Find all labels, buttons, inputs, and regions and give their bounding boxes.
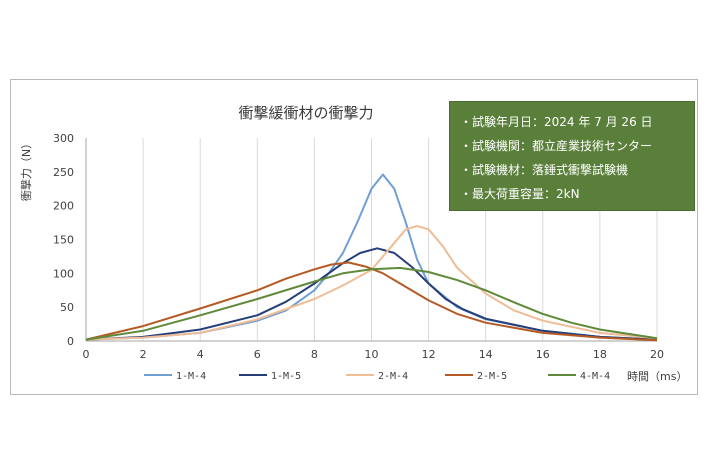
y-tick-label: 50 [60,301,74,314]
x-tick-label: 20 [650,348,664,361]
series-line-1-M-5 [85,247,658,341]
y-tick-label: 150 [53,234,74,247]
x-axis-label: 時間（ms） [627,370,687,383]
y-tick-label: 300 [53,132,74,145]
info-max-load: ・最大荷重容量：2kN [460,187,580,201]
legend-label-1-M-4: 1-M-4 [176,371,206,382]
y-tick-label: 0 [67,335,74,348]
x-tick-label: 10 [365,348,379,361]
x-tick-label: 4 [197,348,204,361]
y-tick-label: 100 [53,267,74,280]
info-test-equipment: ・試験機材：落錘式衝撃試験機 [460,163,629,177]
legend-label-1-M-5: 1-M-5 [271,371,301,382]
legend-label-4-M-4: 4-M-4 [580,371,610,382]
x-tick-label: 2 [140,348,147,361]
series-line-2-M-5 [85,261,658,342]
series-line-2-M-4 [85,225,658,341]
y-tick-label: 200 [53,200,74,213]
test-info-box: ・試験年月日：2024 年 7 月 26 日 ・試験機関：都立産業技術センター … [449,101,695,211]
x-tick-label: 12 [422,348,436,361]
legend-label-2-M-4: 2-M-4 [378,371,408,382]
series-line-4-M-4 [85,266,658,341]
x-tick-label: 18 [593,348,607,361]
x-tick-label: 14 [479,348,493,361]
legend-label-2-M-5: 2-M-5 [477,371,507,382]
y-axis-label: 衝撃力（N） [19,138,33,201]
x-tick-label: 8 [311,348,318,361]
info-test-institution: ・試験機関：都立産業技術センター [460,139,653,153]
info-test-date: ・試験年月日：2024 年 7 月 26 日 [460,115,653,129]
x-tick-label: 0 [83,348,90,361]
x-tick-label: 16 [536,348,550,361]
x-tick-label: 6 [254,348,261,361]
chart-title: 衝撃緩衝材の衝撃力 [238,104,373,122]
y-tick-label: 250 [53,166,74,179]
